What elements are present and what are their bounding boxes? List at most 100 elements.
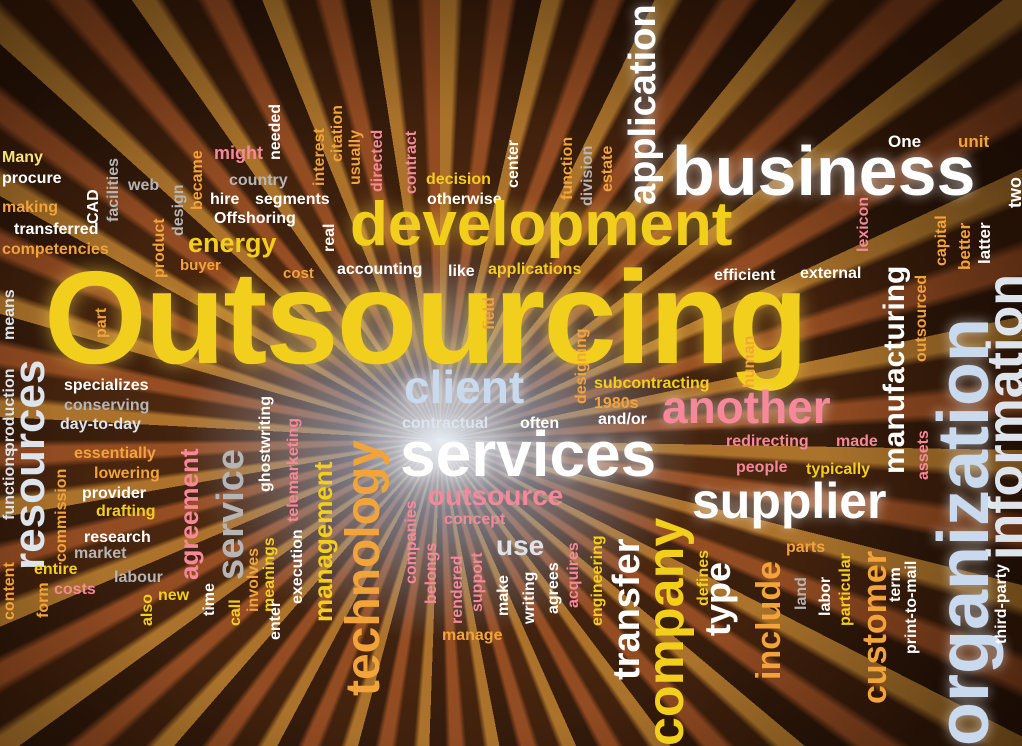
word-costs: costs xyxy=(54,581,96,598)
word-field: field xyxy=(481,297,498,330)
word-citation: citation xyxy=(329,105,346,162)
word-application: application xyxy=(622,4,664,205)
word-segments: segments xyxy=(255,191,330,208)
word-agreement: agreement xyxy=(174,448,204,581)
word-usually: usually xyxy=(347,129,364,185)
word-call: call xyxy=(227,599,244,626)
word-accounting: accounting xyxy=(337,261,423,278)
word-otherwise: otherwise xyxy=(427,191,502,208)
word-part: part xyxy=(93,307,110,338)
word-production: production xyxy=(1,368,18,452)
word-also: also xyxy=(139,593,156,626)
word-means: means xyxy=(1,289,18,340)
word-lowering: lowering xyxy=(94,465,160,482)
word-manage: manage xyxy=(442,627,503,644)
word-estate: estate xyxy=(599,145,616,192)
word-particular: particular xyxy=(837,553,854,626)
word-new: new xyxy=(158,587,190,604)
word-subcontracting: subcontracting xyxy=(594,375,710,392)
word-decision: decision xyxy=(426,171,491,188)
word-many: Many xyxy=(2,149,43,166)
word-companies: companies xyxy=(403,500,420,584)
word-often: often xyxy=(520,415,560,432)
word-organization: organization xyxy=(924,318,1004,746)
word-web: web xyxy=(128,177,160,194)
word-people: people xyxy=(736,459,788,476)
word-include: include xyxy=(750,560,788,680)
word-and-or: and/or xyxy=(598,411,647,428)
word-hire: hire xyxy=(210,191,240,208)
word-outsourcing: Outsourcing xyxy=(44,244,809,391)
word-parts: parts xyxy=(786,539,826,556)
word-outsource: outsource xyxy=(428,480,564,511)
word-functions: functions xyxy=(1,448,18,520)
word-term: term xyxy=(887,567,904,602)
word-day-to-day: day-to-day xyxy=(60,416,141,433)
word-lexicon: lexicon xyxy=(855,196,872,252)
word-print-to-mail: print-to-mail xyxy=(903,560,920,654)
word-concept: concept xyxy=(444,511,506,528)
word-support: support xyxy=(469,552,486,612)
word-agrees: agrees xyxy=(545,562,562,614)
word-center: center xyxy=(505,139,522,188)
word-enter: enter xyxy=(267,600,284,640)
word-use: use xyxy=(496,530,545,561)
word-services: services xyxy=(400,418,657,490)
word-efficient: efficient xyxy=(714,267,776,284)
word-market: market xyxy=(74,545,127,562)
word-better: better xyxy=(955,222,974,270)
word-involves: involves xyxy=(245,547,262,612)
word-human: human xyxy=(741,335,758,388)
word-manufacturing: manufacturing xyxy=(878,265,911,474)
word-energy: energy xyxy=(188,228,277,258)
word-like: like xyxy=(448,263,475,280)
word-third-party: third-party xyxy=(993,564,1010,644)
word-company: company xyxy=(637,517,695,746)
word-business: business xyxy=(672,132,976,210)
word-procure: procure xyxy=(2,170,62,187)
word-land: land xyxy=(793,577,810,610)
word-time: time xyxy=(201,583,218,616)
word-conserving: conserving xyxy=(64,397,150,414)
word-latter: latter xyxy=(975,222,994,264)
word-labour: labour xyxy=(114,569,163,586)
word-development: development xyxy=(350,190,733,259)
word-commission: commission xyxy=(53,468,70,562)
word-cad: CAD xyxy=(85,189,102,224)
word-capital: capital xyxy=(933,215,950,266)
word-country: country xyxy=(229,172,288,189)
word-client: client xyxy=(404,361,525,413)
word-facilities: facilities xyxy=(105,157,122,222)
word-essentially: essentially xyxy=(74,445,156,462)
word-typically: typically xyxy=(806,461,871,478)
word-contract: contract xyxy=(403,130,420,194)
word-competencies: competencies xyxy=(2,241,109,258)
word-technology: technology xyxy=(337,439,390,696)
word-acquires: acquires xyxy=(565,542,582,608)
word-make: make xyxy=(495,575,512,616)
word-drafting: drafting xyxy=(96,503,156,520)
word-making: making xyxy=(2,199,59,216)
word-belongs: belongs xyxy=(423,542,440,604)
word-execution: execution xyxy=(289,529,306,604)
word-might: might xyxy=(214,143,263,163)
word-research: research xyxy=(84,529,151,546)
word-engineering: engineering xyxy=(589,535,606,626)
word-became: became xyxy=(189,150,206,210)
word-redirecting: redirecting xyxy=(726,433,809,450)
word-transferred: transferred xyxy=(14,221,99,238)
word-applications: applications xyxy=(488,261,582,278)
word-telemarketing: telemarketing xyxy=(285,417,302,522)
word-interest: interest xyxy=(311,128,328,186)
word-writing: writing xyxy=(521,571,538,624)
word-cost: cost xyxy=(283,265,314,282)
word-1980s: 1980s xyxy=(594,395,639,412)
word-unit: unit xyxy=(958,132,990,151)
word-design: design xyxy=(170,184,187,236)
word-entire: entire xyxy=(34,561,78,578)
word-division: division xyxy=(579,145,596,206)
word-directed: directed xyxy=(369,129,386,192)
word-contractual: contractual xyxy=(402,415,489,432)
word-ghostwriting: ghostwriting xyxy=(257,396,274,492)
